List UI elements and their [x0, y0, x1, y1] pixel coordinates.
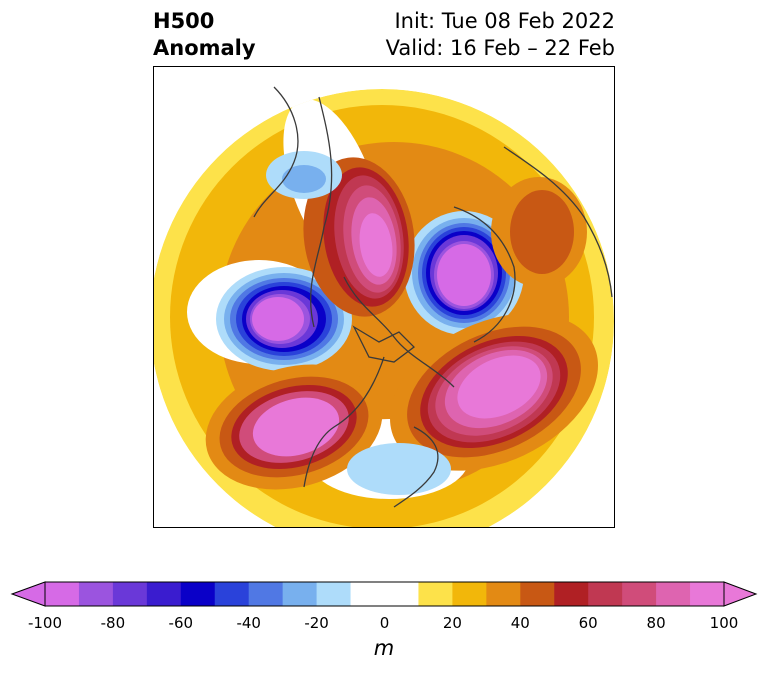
colorbar-bin	[78, 582, 114, 606]
colorbar-tick-label: 40	[510, 614, 530, 632]
negative-anomaly-siberia-arctic	[404, 211, 524, 335]
colorbar-extend-min	[10, 581, 46, 607]
colorbar-tick-label: 80	[646, 614, 666, 632]
colorbar-bin	[350, 582, 419, 606]
coastline-segment	[393, 426, 439, 508]
colorbar-tick-label: -60	[168, 614, 194, 632]
chart-title-right: Init: Tue 08 Feb 2022 Valid: 16 Feb – 22…	[300, 8, 615, 62]
title-field-type: Anomaly	[153, 36, 256, 60]
coastline-segment	[503, 146, 613, 298]
positive-anomaly-eastern-europe	[491, 177, 587, 287]
colorbar-bin	[112, 582, 148, 606]
colorbar-bin	[486, 582, 521, 606]
coastline-segment	[352, 325, 415, 363]
chart-title-left: H500 Anomaly	[153, 8, 256, 62]
colorbar-bin	[282, 582, 318, 606]
positive-anomaly-pacific	[205, 364, 383, 490]
colorbar-bin	[554, 582, 589, 606]
title-valid-range: Valid: 16 Feb – 22 Feb	[385, 36, 615, 60]
colorbar-bin	[656, 582, 691, 606]
colorbar-bin	[248, 582, 284, 606]
colorbar-bin	[452, 582, 487, 606]
colorbar-bin	[690, 582, 725, 606]
colorbar-bin	[316, 582, 352, 606]
colorbar-bin	[214, 582, 250, 606]
colorbar-bin	[588, 582, 623, 606]
coastline-segment	[310, 96, 333, 328]
colorbar-tick-label: 20	[442, 614, 462, 632]
coastline-segment	[253, 86, 299, 218]
colorbar-bin	[418, 582, 453, 606]
colorbar-tick-label: 60	[578, 614, 598, 632]
colorbar-bin	[45, 582, 80, 606]
anomaly-field	[154, 89, 614, 527]
colorbar-bin	[520, 582, 555, 606]
coastline-segment	[303, 356, 385, 488]
colorbar-extend-max	[723, 581, 758, 607]
title-init-date: Init: Tue 08 Feb 2022	[394, 9, 615, 33]
positive-anomaly-west-canada	[303, 157, 415, 317]
colorbar-bin	[146, 582, 182, 606]
colorbar	[10, 581, 758, 607]
colorbar-bin	[622, 582, 657, 606]
colorbar-tick-label: -20	[304, 614, 329, 632]
coastline-segment	[453, 206, 516, 343]
colorbar-tick-label: -80	[100, 614, 126, 632]
colorbar-tick-label: 0	[379, 614, 390, 632]
coastlines	[253, 86, 613, 508]
colorbar-tick-label: 100	[709, 614, 739, 632]
anomaly-map	[153, 66, 615, 528]
colorbar-outline	[44, 581, 725, 607]
colorbar-units-label: m	[373, 636, 395, 660]
weak-negative-anomaly-east-us	[347, 443, 451, 495]
colorbar-bin	[180, 582, 216, 606]
anomaly-map-svg	[154, 86, 614, 527]
colorbar-tick-label: -100	[27, 614, 63, 632]
coastline-segment	[343, 276, 455, 388]
colorbar-bins	[45, 582, 725, 606]
title-variable: H500	[153, 9, 215, 33]
colorbar-tick-label: -40	[236, 614, 261, 632]
positive-anomaly-atlantic	[390, 313, 598, 471]
